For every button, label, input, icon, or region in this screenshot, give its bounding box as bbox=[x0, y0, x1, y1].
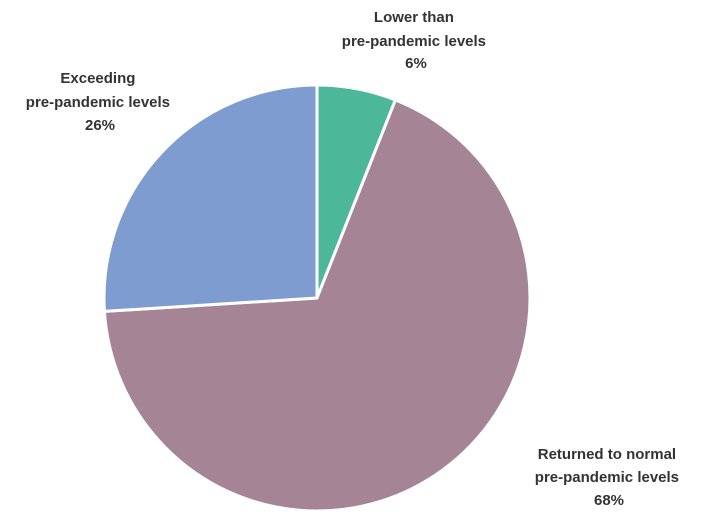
pie-slice-exceeding bbox=[102, 83, 319, 313]
slice-label-exceeding-line1: Exceeding bbox=[60, 70, 135, 87]
pie-slices bbox=[102, 83, 532, 513]
slice-label-lower: Lower than pre-pandemic levels 6% bbox=[342, 9, 490, 72]
slice-label-returned: Returned to normal pre-pandemic levels 6… bbox=[535, 446, 683, 509]
slice-value-lower: 6% bbox=[405, 55, 427, 72]
slice-label-exceeding-line2: pre-pandemic levels bbox=[26, 94, 170, 111]
slice-label-returned-line2: pre-pandemic levels bbox=[535, 469, 679, 486]
pie-slice-returned bbox=[102, 98, 532, 513]
slice-value-returned: 68% bbox=[594, 492, 624, 509]
slice-value-exceeding: 26% bbox=[85, 117, 115, 134]
slice-label-exceeding: Exceeding pre-pandemic levels 26% bbox=[26, 70, 174, 134]
slice-label-lower-line2: pre-pandemic levels bbox=[342, 33, 486, 50]
slice-label-returned-line1: Returned to normal bbox=[538, 446, 676, 463]
slice-label-lower-line1: Lower than bbox=[374, 9, 454, 26]
